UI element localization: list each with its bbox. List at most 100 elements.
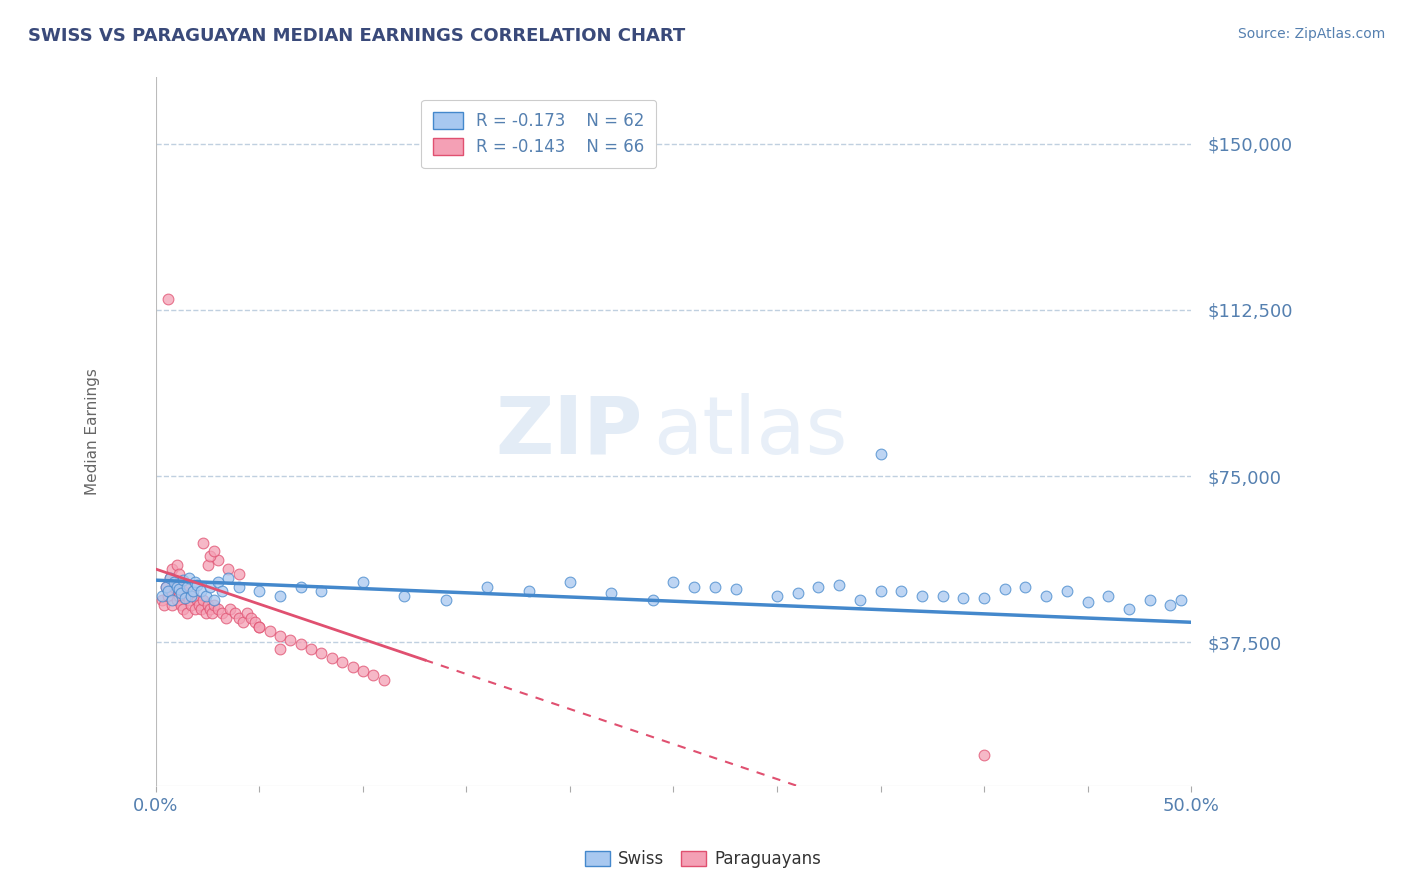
Point bbox=[166, 558, 188, 572]
Point bbox=[849, 593, 872, 607]
Point bbox=[159, 571, 181, 585]
Point bbox=[973, 591, 995, 605]
Point bbox=[167, 566, 190, 581]
Point bbox=[558, 575, 581, 590]
Point bbox=[269, 589, 291, 603]
Point bbox=[163, 580, 186, 594]
Text: Source: ZipAtlas.com: Source: ZipAtlas.com bbox=[1237, 27, 1385, 41]
Text: atlas: atlas bbox=[652, 392, 848, 471]
Point bbox=[1159, 598, 1181, 612]
Point bbox=[259, 624, 281, 639]
Point bbox=[224, 607, 246, 621]
Point bbox=[475, 580, 498, 594]
Point bbox=[290, 637, 312, 651]
Point bbox=[155, 580, 177, 594]
Point bbox=[202, 593, 225, 607]
Point bbox=[952, 591, 974, 605]
Point bbox=[162, 562, 184, 576]
Point bbox=[1118, 602, 1140, 616]
Point bbox=[193, 593, 215, 607]
Point bbox=[198, 580, 221, 594]
Point bbox=[166, 593, 188, 607]
Point bbox=[150, 589, 173, 603]
Point bbox=[193, 535, 215, 549]
Point bbox=[180, 589, 202, 603]
Point bbox=[290, 580, 312, 594]
Point bbox=[245, 615, 267, 630]
Point bbox=[176, 607, 198, 621]
Point bbox=[177, 593, 200, 607]
Point bbox=[434, 593, 457, 607]
Point bbox=[869, 584, 891, 599]
Point bbox=[1014, 580, 1036, 594]
Point bbox=[176, 589, 198, 603]
Point bbox=[190, 584, 212, 599]
Point bbox=[219, 602, 242, 616]
Point bbox=[159, 571, 181, 585]
Point bbox=[703, 580, 725, 594]
Point bbox=[1170, 593, 1192, 607]
Point bbox=[269, 628, 291, 642]
Text: ZIP: ZIP bbox=[495, 392, 643, 471]
Text: SWISS VS PARAGUAYAN MEDIAN EARNINGS CORRELATION CHART: SWISS VS PARAGUAYAN MEDIAN EARNINGS CORR… bbox=[28, 27, 685, 45]
Point bbox=[662, 575, 685, 590]
Point bbox=[1056, 584, 1078, 599]
Point bbox=[641, 593, 664, 607]
Point bbox=[217, 562, 239, 576]
Point bbox=[807, 580, 830, 594]
Point bbox=[600, 586, 623, 600]
Point bbox=[352, 664, 374, 678]
Point bbox=[931, 589, 953, 603]
Point bbox=[207, 553, 229, 567]
Legend: R = -0.173    N = 62, R = -0.143    N = 66: R = -0.173 N = 62, R = -0.143 N = 66 bbox=[422, 100, 657, 168]
Point bbox=[342, 659, 364, 673]
Point bbox=[994, 582, 1017, 596]
Point bbox=[166, 580, 188, 594]
Point bbox=[150, 593, 173, 607]
Point bbox=[361, 668, 384, 682]
Point bbox=[247, 620, 270, 634]
Point bbox=[170, 586, 193, 600]
Point bbox=[202, 598, 225, 612]
Point bbox=[157, 589, 180, 603]
Point bbox=[184, 575, 207, 590]
Point bbox=[211, 607, 233, 621]
Point bbox=[786, 586, 808, 600]
Point bbox=[162, 593, 184, 607]
Point bbox=[190, 602, 212, 616]
Point bbox=[207, 575, 229, 590]
Point bbox=[194, 589, 217, 603]
Point bbox=[247, 584, 270, 599]
Point bbox=[311, 584, 333, 599]
Point bbox=[724, 582, 747, 596]
Point bbox=[167, 589, 190, 603]
Point bbox=[299, 641, 322, 656]
Point bbox=[194, 607, 217, 621]
Point bbox=[198, 549, 221, 563]
Point bbox=[766, 589, 789, 603]
Point bbox=[198, 602, 221, 616]
Point bbox=[172, 573, 194, 587]
Point bbox=[157, 584, 180, 599]
Point bbox=[394, 589, 416, 603]
Point bbox=[172, 584, 194, 599]
Point bbox=[330, 655, 353, 669]
Point bbox=[211, 584, 233, 599]
Point bbox=[177, 571, 200, 585]
Point bbox=[280, 632, 302, 647]
Point bbox=[173, 580, 195, 594]
Point bbox=[172, 602, 194, 616]
Point bbox=[153, 598, 176, 612]
Legend: Swiss, Paraguayans: Swiss, Paraguayans bbox=[578, 844, 828, 875]
Point bbox=[321, 650, 343, 665]
Point bbox=[173, 591, 195, 605]
Point bbox=[197, 558, 219, 572]
Point bbox=[311, 646, 333, 660]
Point bbox=[247, 620, 270, 634]
Point bbox=[373, 673, 395, 687]
Point bbox=[162, 598, 184, 612]
Point bbox=[197, 598, 219, 612]
Point bbox=[1139, 593, 1161, 607]
Point bbox=[973, 748, 995, 763]
Point bbox=[683, 580, 706, 594]
